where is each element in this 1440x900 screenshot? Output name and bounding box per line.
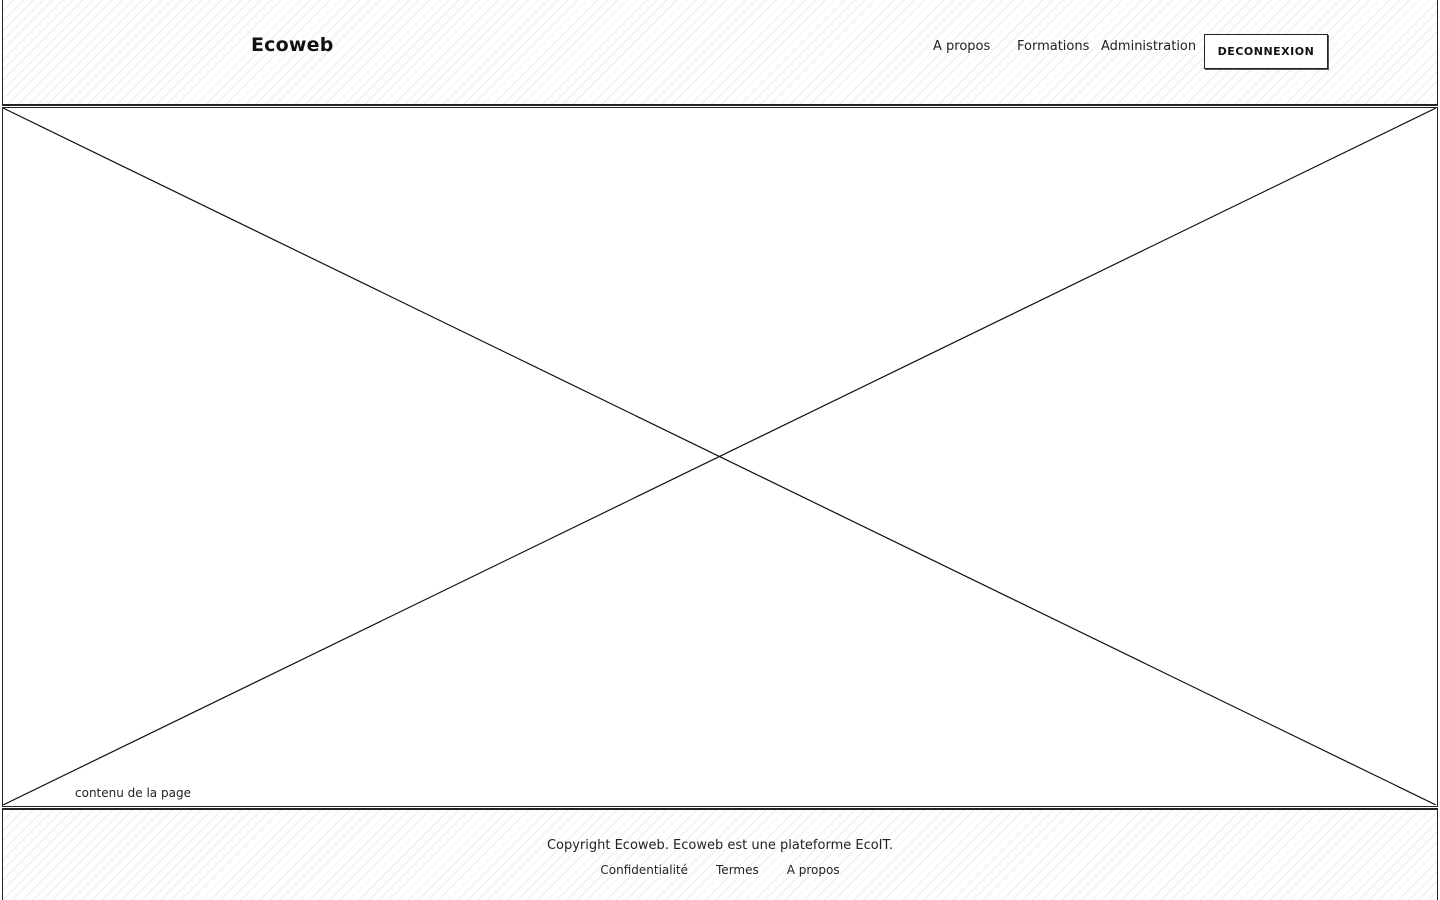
footer-link-terms[interactable]: Termes: [716, 863, 759, 877]
nav-link-trainings[interactable]: Formations: [1017, 39, 1090, 54]
placeholder-diagonal-2: [3, 108, 1436, 805]
site-footer: Copyright Ecoweb. Ecoweb est une platefo…: [2, 808, 1438, 900]
page-content-placeholder: contenu de la page: [2, 107, 1438, 807]
logout-button-label: DECONNEXION: [1217, 45, 1315, 58]
footer-link-privacy[interactable]: Confidentialité: [600, 863, 689, 877]
footer-links: Confidentialité Termes A propos: [3, 863, 1437, 877]
content-label: contenu de la page: [75, 786, 191, 800]
site-header: Ecoweb A propos Formations Administratio…: [2, 0, 1438, 106]
logout-button[interactable]: DECONNEXION: [1204, 34, 1328, 69]
copyright-text: Copyright Ecoweb. Ecoweb est une platefo…: [546, 838, 894, 853]
nav-link-about[interactable]: A propos: [933, 39, 991, 54]
footer-link-about[interactable]: A propos: [786, 863, 840, 877]
nav-link-administration[interactable]: Administration: [1101, 39, 1197, 54]
site-logo[interactable]: Ecoweb: [251, 34, 334, 56]
image-placeholder-x-icon: [3, 108, 1436, 805]
